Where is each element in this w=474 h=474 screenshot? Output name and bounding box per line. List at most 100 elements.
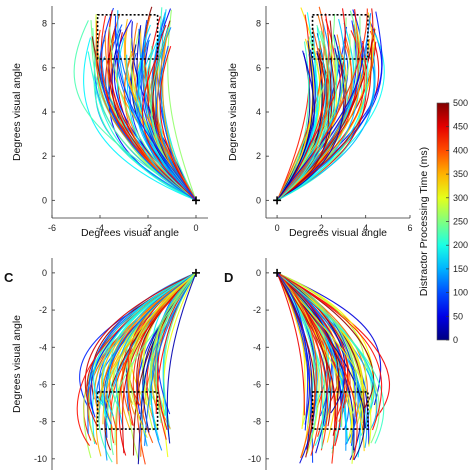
y-tick-label: -4 <box>253 342 261 352</box>
trajectory-line <box>276 47 376 201</box>
colorbar-tick-label: 150 <box>453 264 468 274</box>
y-tick-label: -6 <box>39 379 47 389</box>
colorbar-tick-label: 300 <box>453 193 468 203</box>
x-tick-label: -6 <box>48 223 56 233</box>
y-tick-label: 0 <box>256 195 261 205</box>
trajectory-line <box>150 272 197 409</box>
x-tick-label: 2 <box>319 223 324 233</box>
trajectory-line <box>155 45 197 201</box>
target-box <box>311 14 369 60</box>
y-tick-label: -2 <box>253 305 261 315</box>
y-tick-label: -8 <box>39 417 47 427</box>
y-tick-label: -10 <box>34 454 47 464</box>
trajectory-line <box>276 272 383 431</box>
x-axis-label: Degrees visual angle <box>81 227 179 239</box>
trajectory-line <box>144 272 197 446</box>
trajectory-line <box>276 13 330 201</box>
target-box <box>311 391 369 430</box>
target-box <box>96 391 159 430</box>
trajectory-line <box>276 272 358 414</box>
trajectory-line <box>276 272 382 406</box>
trajectory-line <box>159 46 197 201</box>
y-tick-label: -6 <box>253 379 261 389</box>
y-tick-label: 6 <box>256 63 261 73</box>
y-tick-label: 4 <box>256 107 261 117</box>
trajectory-line <box>162 272 197 458</box>
trajectory-line <box>276 272 340 401</box>
target-box <box>96 14 159 60</box>
colorbar-tick-label: 400 <box>453 145 468 155</box>
trajectory-line <box>84 272 197 428</box>
y-tick-label: -4 <box>39 342 47 352</box>
x-tick-label: 4 <box>363 223 368 233</box>
x-tick-label: 0 <box>275 223 280 233</box>
colorbar-tick-label: 250 <box>453 217 468 227</box>
trajectory-line <box>276 14 311 201</box>
trajectory-line <box>167 9 197 201</box>
trajectory-line <box>276 272 375 414</box>
trajectory-line <box>87 51 197 201</box>
y-axis-label: Degrees visual angle <box>11 63 23 161</box>
trajectory-line <box>276 8 368 201</box>
trajectory-line <box>94 272 197 413</box>
x-tick-label: -2 <box>144 223 152 233</box>
colorbar-tick-label: 450 <box>453 122 468 132</box>
panel-a: 0 2 4 6 8 -6 -4 -2 0 Degrees visual angle Degrees … <box>11 6 208 239</box>
trajectory-line <box>276 272 316 458</box>
start-cross-marker <box>273 196 282 205</box>
x-axis-label: Degrees visual angle <box>289 227 387 239</box>
y-axis-label: Degrees visual angle <box>11 315 23 413</box>
start-cross-marker <box>192 268 200 277</box>
trajectory-line <box>83 37 197 201</box>
trajectory-line <box>276 40 314 201</box>
trajectory-line <box>114 15 197 201</box>
trajectory-line <box>276 272 323 456</box>
trajectory-line <box>276 30 331 201</box>
y-tick-label: 6 <box>42 63 47 73</box>
colorbar-tick-label: 0 <box>453 335 458 345</box>
colorbar-tick-label: 100 <box>453 288 468 298</box>
trajectory-line <box>276 272 346 422</box>
trajectory-line <box>99 39 197 201</box>
trajectories <box>76 272 197 465</box>
colorbar-label: Distractor Processing Time (ms) <box>418 147 430 296</box>
trajectory-line <box>276 39 315 201</box>
trajectory-line <box>117 10 197 201</box>
y-tick-label: 8 <box>42 19 47 29</box>
panel-d: 0 -2 -4 -6 -8 -10 D <box>224 258 390 470</box>
trajectory-line <box>276 55 369 201</box>
panel-letter: C <box>4 270 14 285</box>
trajectory-line <box>276 43 364 201</box>
trajectory-line <box>126 54 197 201</box>
colorbar-tick-label: 500 <box>453 98 468 108</box>
trajectory-line <box>113 19 197 201</box>
trajectory-line <box>276 42 373 201</box>
trajectory-line <box>109 272 197 456</box>
y-tick-label: 0 <box>42 195 47 205</box>
trajectory-line <box>276 20 362 201</box>
trajectory-line <box>276 272 366 461</box>
trajectory-line <box>276 49 327 201</box>
trajectory-line <box>108 26 197 201</box>
trajectory-line <box>276 272 318 442</box>
trajectory-line <box>276 34 345 201</box>
y-tick-label: -2 <box>39 305 47 315</box>
start-cross-marker <box>192 196 200 205</box>
trajectory-line <box>140 19 197 201</box>
panel-b: 0 2 4 6 8 0 2 4 6 Degrees visual angle Degrees vis… <box>227 6 413 239</box>
y-tick-label: 2 <box>256 151 261 161</box>
colorbar-tick-label: 350 <box>453 169 468 179</box>
trajectory-line <box>102 272 197 425</box>
trajectory-line <box>109 272 197 409</box>
trajectories <box>73 6 197 201</box>
trajectory-line <box>276 272 385 444</box>
trajectory-line <box>93 272 197 407</box>
trajectory-line <box>276 272 309 431</box>
trajectory-line <box>276 272 390 418</box>
panel-c: 0 -2 -4 -6 -8 -10 Degrees visual angle C <box>4 258 200 470</box>
trajectory-line <box>276 28 385 201</box>
colorbar-tick-label: 200 <box>453 240 468 250</box>
y-tick-label: 0 <box>256 268 261 278</box>
trajectory-line <box>276 272 348 444</box>
